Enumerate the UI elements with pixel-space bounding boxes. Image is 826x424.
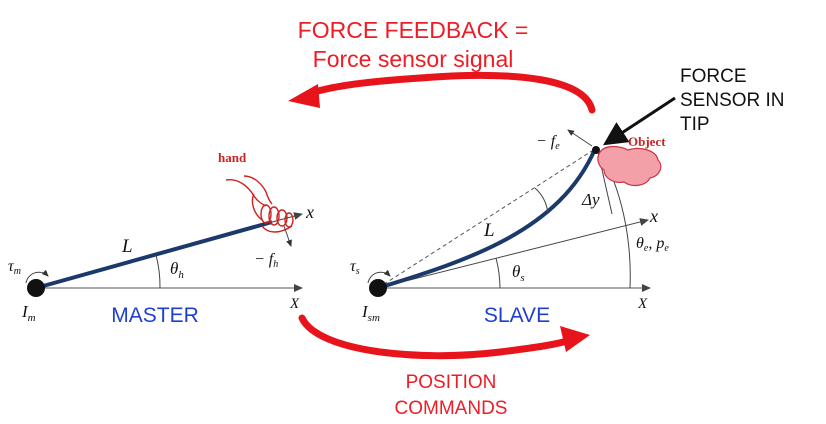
master-inertia: Im [21, 302, 36, 324]
slave-delta-y: Δy [581, 190, 600, 209]
object-shape [597, 145, 662, 187]
slave-label: SLAVE [484, 304, 550, 327]
hand-label: hand [218, 150, 247, 165]
master-rod [35, 220, 273, 290]
feedback-title-line1: FORCE FEEDBACK = [298, 17, 529, 43]
slave-X-label: X [637, 296, 648, 312]
feedback-arrow [301, 71, 596, 114]
master-force-arrow [283, 225, 292, 247]
slave-bend-arc [534, 187, 549, 215]
slave-theta-e: θe, pe [636, 235, 669, 254]
sensor-label-line1: FORCE [680, 66, 747, 87]
slave-L-label: L [483, 220, 495, 241]
position-label-line2: COMMANDS [395, 398, 508, 419]
slave-dashed-chord [377, 148, 596, 289]
master-x-label: x [305, 202, 314, 222]
slave-inertia: Ism [361, 302, 380, 324]
master-theta: θh [170, 259, 184, 281]
slave-x-label: x [649, 206, 658, 226]
slave-x-axis [377, 218, 649, 289]
master-X-label: X [289, 296, 300, 312]
master-angle-arc [155, 254, 161, 289]
slave-angle-arc [495, 257, 501, 289]
sensor-pointer-arrow [602, 96, 676, 146]
position-arrow [298, 314, 576, 360]
feedback-arrowhead [288, 84, 320, 108]
slave-joint [369, 279, 387, 297]
sensor-label-line3: TIP [680, 114, 710, 135]
slave-theta: θs [512, 262, 525, 284]
master-joint [27, 279, 45, 297]
feedback-title-line2: Force sensor signal [313, 46, 514, 72]
position-arrowhead [560, 326, 590, 352]
slave-force-label: − fe [536, 133, 560, 152]
master-torque-arc [25, 269, 49, 284]
force-sensor-tip [592, 146, 600, 154]
hand-icon [225, 175, 294, 233]
position-label-line1: POSITION [406, 372, 497, 393]
master-L-label: L [121, 236, 133, 257]
slave-torque-arc [367, 269, 391, 284]
slave-tau: τs [350, 258, 360, 277]
master-label: MASTER [111, 304, 199, 327]
master-force-label: − fh [254, 251, 278, 270]
master-tau: τm [8, 258, 21, 277]
slave-force-arrow [567, 129, 593, 147]
sensor-label-line2: SENSOR IN [680, 90, 785, 111]
object-label: Object [628, 134, 666, 149]
slave-flexible-rod [377, 148, 597, 290]
